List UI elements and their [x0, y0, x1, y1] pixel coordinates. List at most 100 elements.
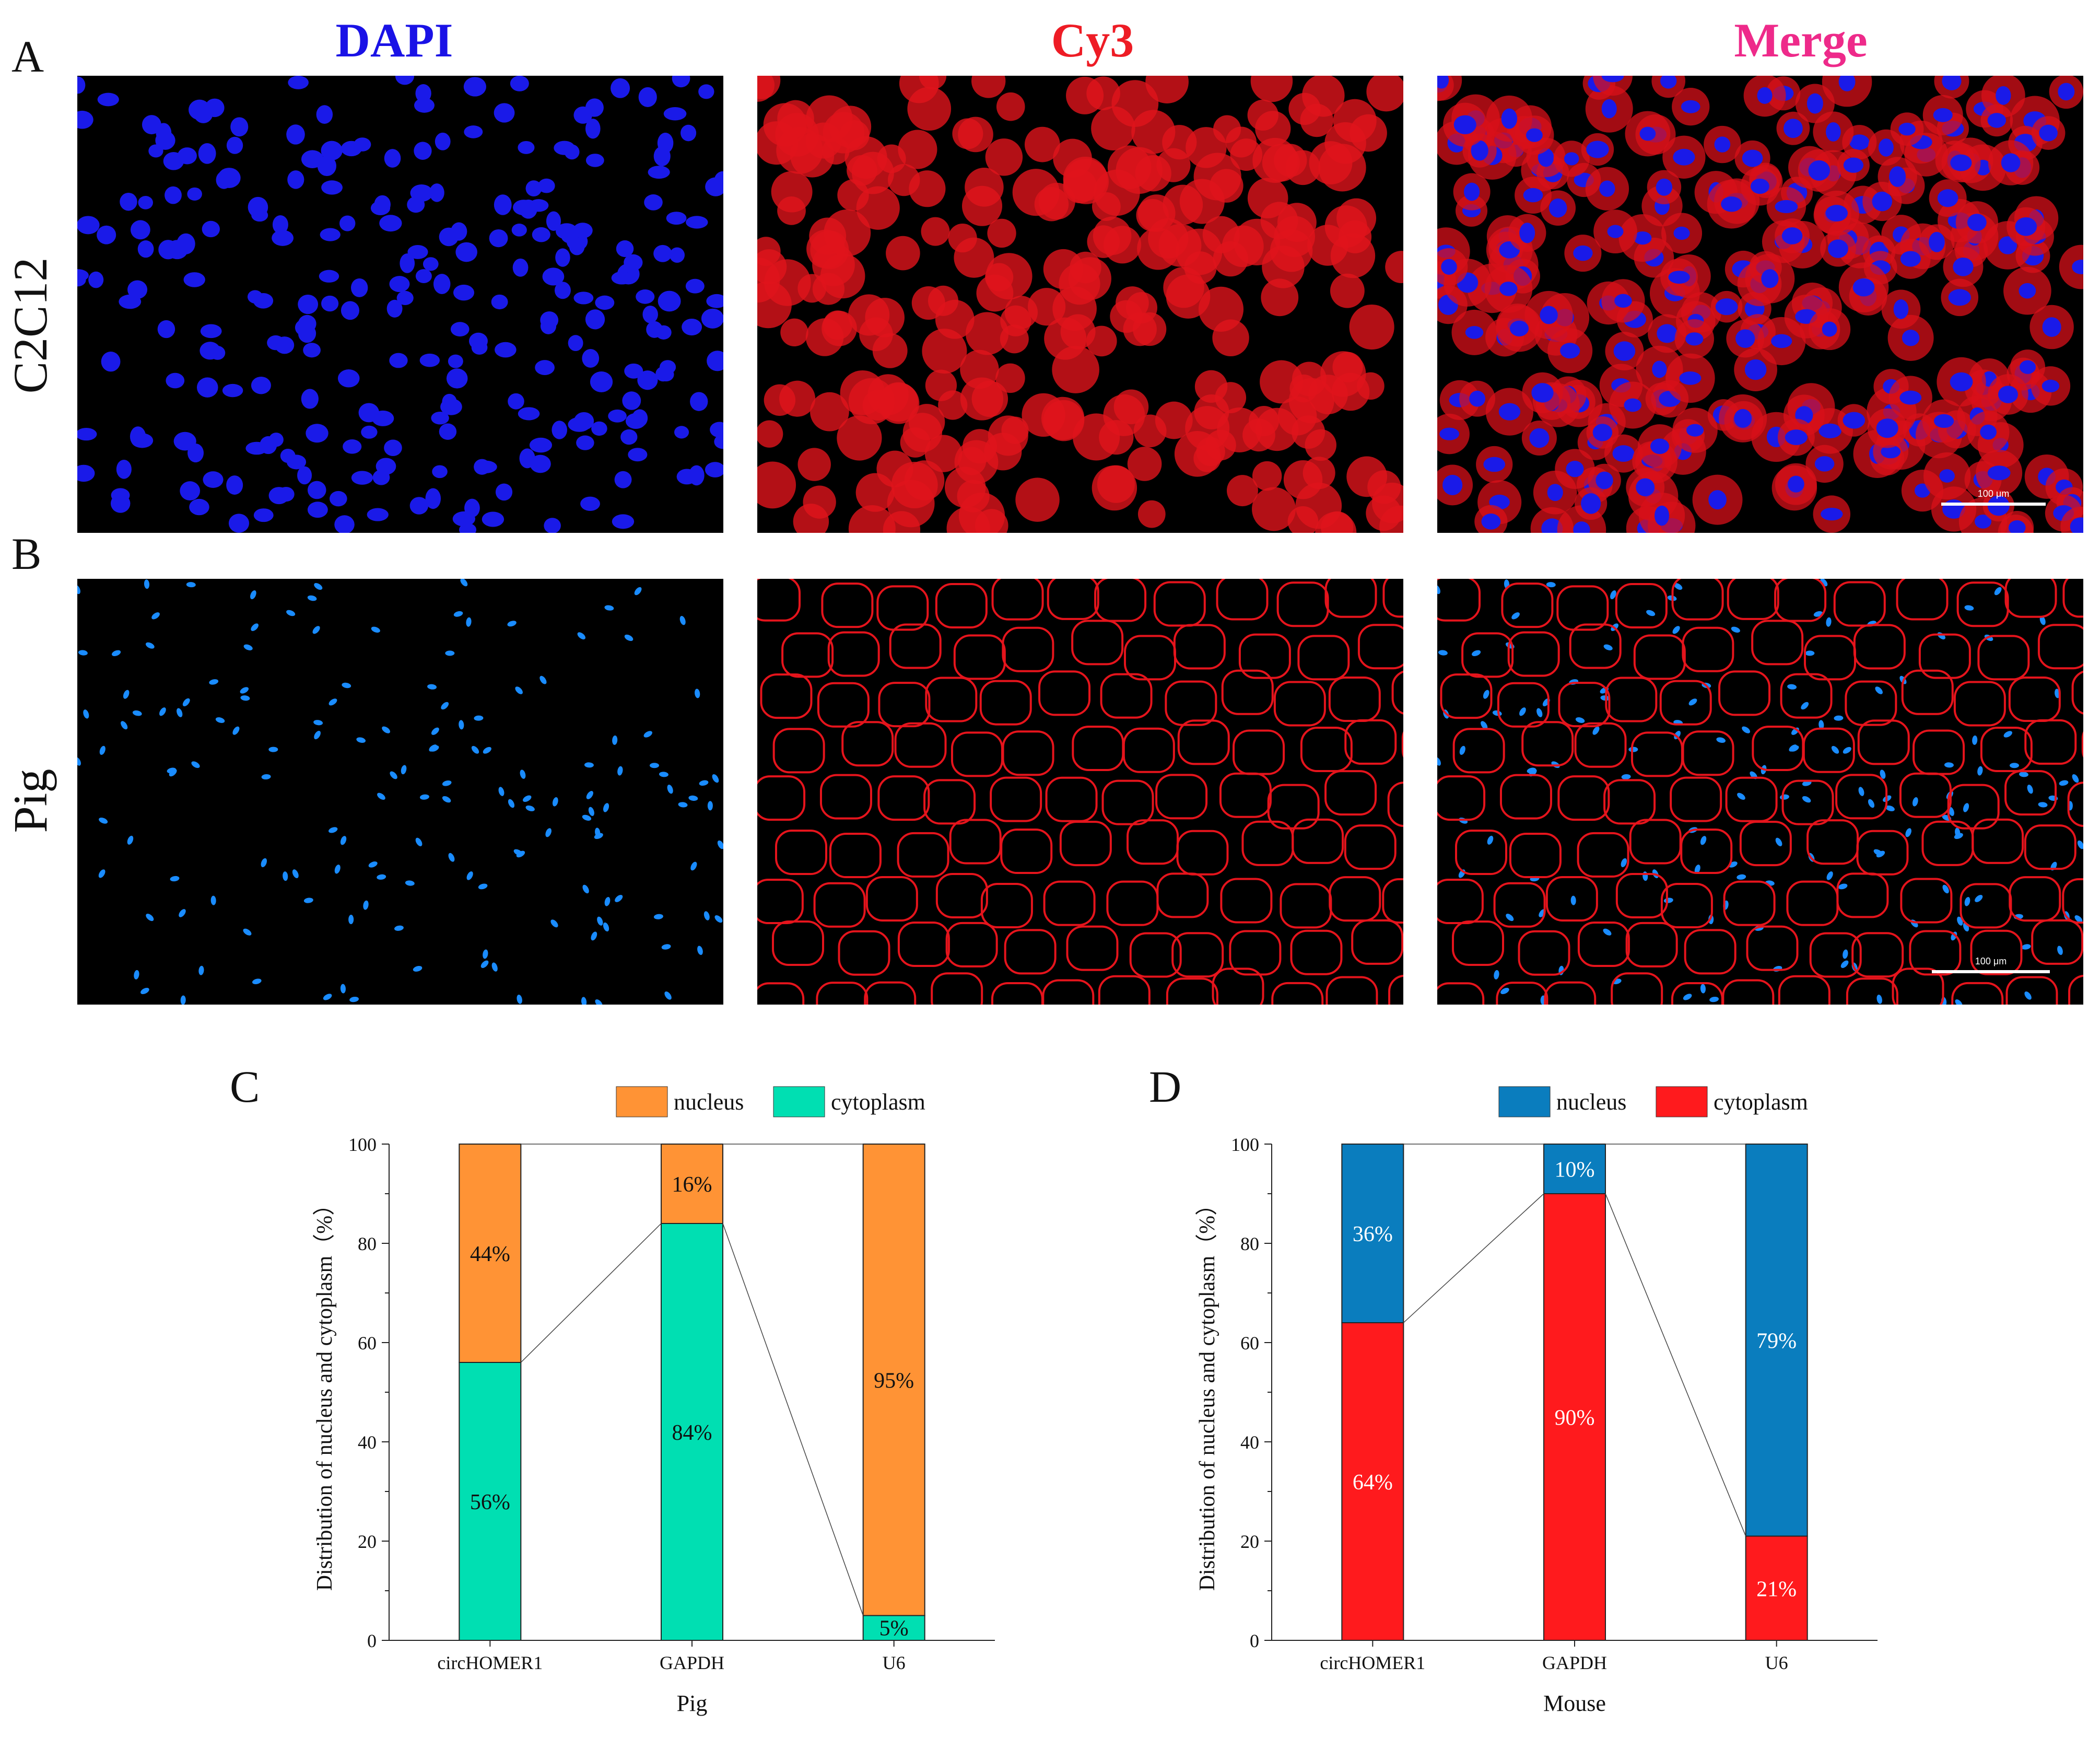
pig-bar-circHOMER1-cytoplasm	[459, 1362, 522, 1641]
nucleus-spot	[442, 780, 452, 786]
nucleus-spot	[431, 727, 439, 735]
nucleus-spot	[2042, 317, 2061, 337]
nucleus-spot	[1889, 166, 1906, 187]
nucleus-spot	[198, 143, 216, 164]
pig-connector-cytoplasm	[520, 1223, 662, 1363]
nucleus-spot	[1977, 766, 1983, 776]
fiber-outline	[925, 677, 978, 722]
nucleus-spot	[1633, 231, 1652, 245]
pig-x-axis-label: Pig	[677, 1691, 708, 1716]
nucleus-spot	[1933, 414, 1954, 428]
nucleus-spot	[494, 103, 515, 123]
fiber-outline	[1509, 833, 1562, 879]
fiber-outline	[1357, 624, 1403, 670]
pig-data-label-circHOMER1-cytoplasm: 56%	[470, 1490, 510, 1514]
nucleus-spot	[2009, 763, 2019, 768]
nucleus-spot	[653, 914, 663, 919]
nucleus-spot	[415, 837, 423, 846]
nucleus-spot	[427, 684, 437, 690]
pig-y-tick-label: 60	[358, 1333, 377, 1354]
cytoplasm-signal	[1357, 372, 1385, 400]
cytoplasm-signal	[909, 170, 946, 207]
nucleus-spot	[334, 865, 341, 874]
cytoplasm-signal	[810, 392, 849, 432]
nucleus-spot	[215, 717, 225, 723]
pig-legend-label-nucleus: nucleus	[674, 1089, 744, 1115]
nucleus-spot	[127, 835, 134, 845]
nucleus-spot	[2059, 780, 2069, 786]
texture-layer	[757, 579, 1403, 1005]
nucleus-spot	[471, 340, 488, 355]
fiber-outline	[1324, 770, 1377, 816]
nucleus-spot	[377, 874, 386, 880]
nucleus-spot	[1872, 191, 1893, 212]
nucleus-spot	[1527, 767, 1536, 774]
cytoplasm-signal	[1277, 203, 1317, 242]
nucleus-spot	[1469, 390, 1486, 407]
fiber-outline	[1297, 635, 1350, 681]
nucleus-spot	[1472, 650, 1481, 657]
nucleus-spot	[340, 836, 347, 845]
nucleus-spot	[1826, 871, 1833, 880]
nucleus-spot	[286, 610, 296, 616]
nucleus-spot	[1681, 100, 1700, 113]
fiber-outline	[775, 830, 827, 876]
nucleus-spot	[1840, 960, 1849, 968]
nucleus-spot	[1955, 999, 1963, 1005]
cytoplasm-signal	[1215, 382, 1247, 413]
fiber-outline	[2062, 878, 2083, 924]
column-label-merge: Merge	[1734, 14, 1868, 67]
nucleus-spot	[144, 579, 150, 589]
cytoplasm-signal	[1213, 115, 1241, 143]
nucleus-spot	[1688, 698, 1697, 706]
nucleus-spot	[442, 796, 451, 803]
fiber-outline	[1574, 722, 1627, 768]
nucleus-spot	[653, 244, 672, 262]
fiber-outline	[1960, 883, 2012, 929]
fiber-outline	[1611, 972, 1663, 1005]
nucleus-spot	[415, 269, 432, 283]
nucleus-spot	[329, 698, 337, 706]
nucleus-spot	[448, 354, 463, 368]
fiber-outline	[897, 832, 949, 878]
nucleus-spot	[361, 425, 378, 439]
nucleus-spot	[340, 984, 346, 994]
cytoplasm-signal	[1086, 325, 1117, 357]
nucleus-spot	[1876, 418, 1898, 438]
fiber-outline	[1835, 774, 1888, 820]
nucleus-spot	[137, 240, 154, 258]
nucleus-spot	[1650, 438, 1670, 454]
nucleus-spot	[644, 194, 663, 211]
nucleus-spot	[307, 502, 328, 518]
nucleus-spot	[1694, 865, 1700, 874]
nucleus-spot	[705, 462, 723, 477]
cytoplasm-signal	[779, 380, 816, 417]
nucleus-spot	[425, 488, 441, 509]
fiber-outline	[1518, 930, 1570, 976]
nucleus-spot	[440, 398, 462, 415]
nucleus-spot	[1465, 326, 1484, 339]
nucleus-spot	[1481, 721, 1488, 730]
fiber-outline	[2004, 579, 2057, 618]
fiber-outline	[935, 872, 988, 918]
cytoplasm-signal	[1321, 511, 1354, 533]
nucleus-spot	[679, 616, 686, 625]
fiber-outline	[1127, 819, 1179, 865]
fiber-outline	[865, 876, 918, 922]
cytoplasm-signal	[856, 186, 900, 230]
nucleus-spot	[622, 391, 641, 410]
nucleus-spot	[483, 949, 488, 959]
nucleus-spot	[507, 621, 517, 627]
nucleus-spot	[1827, 239, 1848, 258]
fiber-outline	[1499, 774, 1552, 820]
nucleus-spot	[198, 965, 204, 975]
nucleus-spot	[1885, 805, 1895, 811]
nucleus-spot	[1876, 850, 1885, 858]
fiber-outline	[829, 833, 882, 879]
fiber-outline	[1896, 579, 1949, 621]
nucleus-spot	[1806, 93, 1823, 114]
nucleus-spot	[1570, 895, 1576, 905]
nucleus-spot	[77, 464, 95, 482]
nucleus-spot	[441, 702, 449, 710]
nucleus-spot	[390, 771, 397, 779]
